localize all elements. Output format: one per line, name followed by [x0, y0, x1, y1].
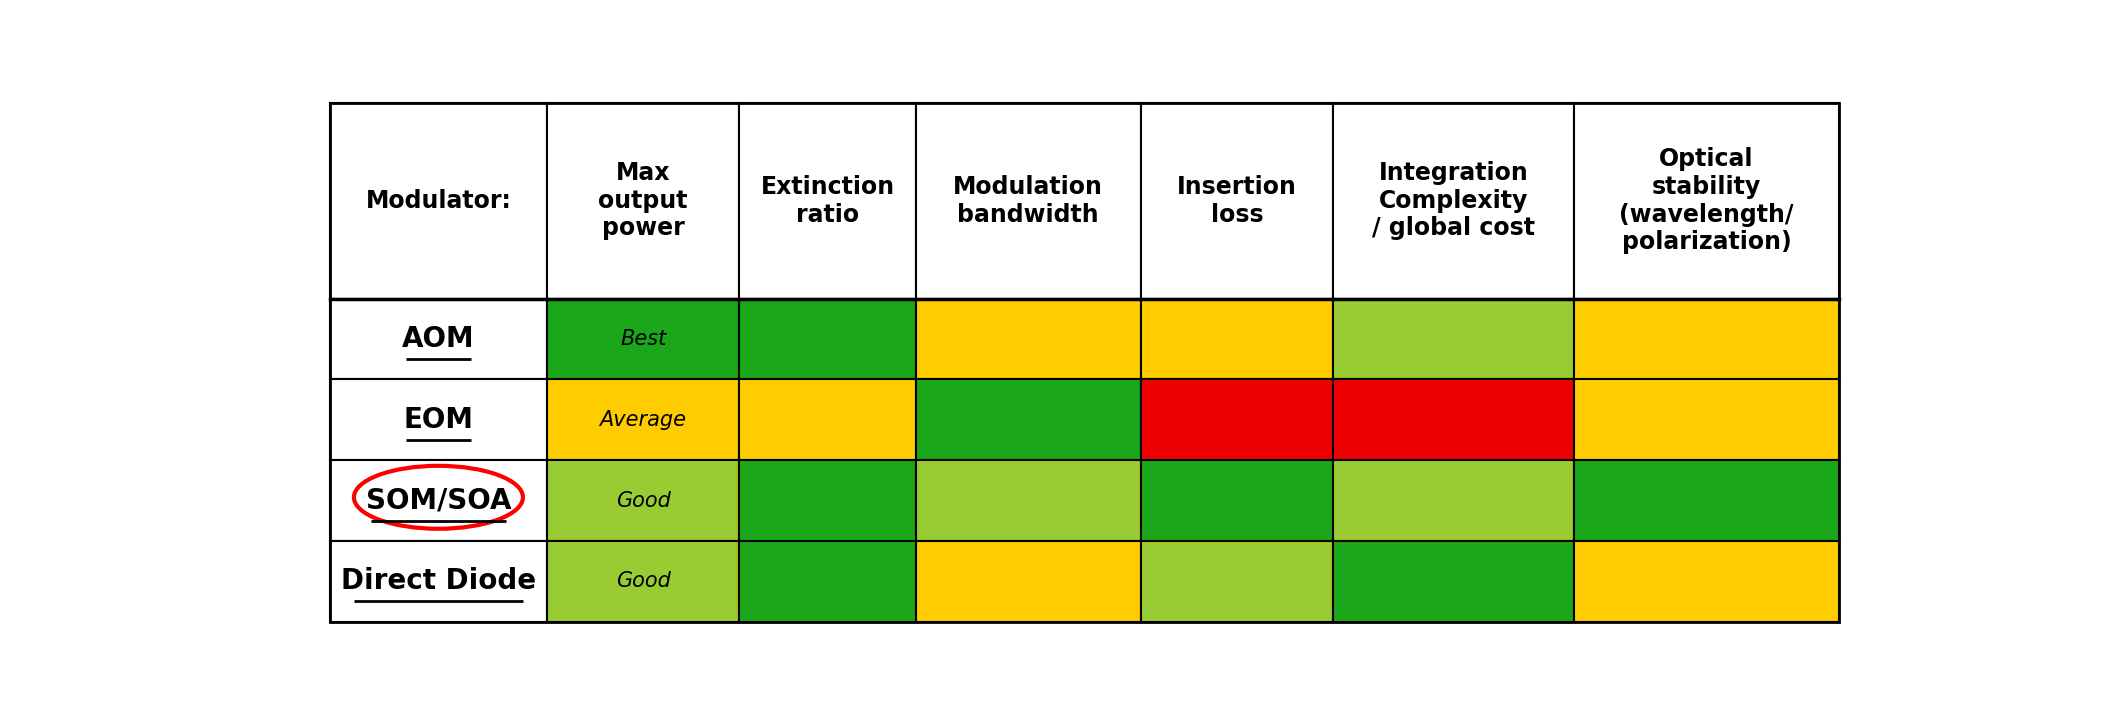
Bar — [1141, 541, 1333, 622]
Bar — [1141, 299, 1333, 379]
Text: Good: Good — [616, 571, 671, 592]
Bar — [1574, 379, 1839, 460]
Bar — [916, 299, 1141, 379]
Text: Modulator:: Modulator: — [366, 189, 512, 213]
Text: Direct Diode: Direct Diode — [341, 567, 535, 595]
Bar — [1141, 379, 1333, 460]
Bar — [546, 379, 738, 460]
Bar — [1333, 379, 1574, 460]
Bar — [916, 379, 1141, 460]
Bar — [330, 379, 546, 460]
Bar — [330, 541, 546, 622]
Bar — [1333, 460, 1574, 541]
Bar — [1574, 299, 1839, 379]
Bar — [1141, 103, 1333, 299]
Text: Insertion
loss: Insertion loss — [1176, 175, 1297, 227]
Bar — [1574, 103, 1839, 299]
Bar — [738, 460, 916, 541]
Bar — [1141, 460, 1333, 541]
Text: Integration
Complexity
/ global cost: Integration Complexity / global cost — [1371, 161, 1534, 240]
Bar — [738, 379, 916, 460]
Bar — [738, 103, 916, 299]
Text: Extinction
ratio: Extinction ratio — [760, 175, 895, 227]
Text: Average: Average — [599, 410, 686, 429]
Bar — [546, 103, 738, 299]
Bar — [330, 460, 546, 541]
Bar — [546, 299, 738, 379]
Text: Good: Good — [616, 490, 671, 511]
Bar — [546, 541, 738, 622]
Bar — [1333, 299, 1574, 379]
Text: Max
output
power: Max output power — [599, 161, 688, 240]
Bar — [330, 103, 546, 299]
Text: Optical
stability
(wavelength/
polarization): Optical stability (wavelength/ polarizat… — [1619, 147, 1794, 255]
Bar — [1333, 541, 1574, 622]
Bar — [1333, 103, 1574, 299]
Text: EOM: EOM — [404, 406, 474, 434]
Bar — [916, 460, 1141, 541]
Bar — [916, 541, 1141, 622]
Bar — [330, 299, 546, 379]
Bar — [738, 299, 916, 379]
Bar — [1574, 541, 1839, 622]
Text: Modulation
bandwidth: Modulation bandwidth — [954, 175, 1102, 227]
Bar — [916, 103, 1141, 299]
Bar — [738, 541, 916, 622]
Text: SOM/SOA: SOM/SOA — [366, 487, 512, 515]
Bar — [546, 460, 738, 541]
Text: AOM: AOM — [402, 325, 474, 353]
Bar — [1574, 460, 1839, 541]
Text: Best: Best — [620, 329, 667, 349]
